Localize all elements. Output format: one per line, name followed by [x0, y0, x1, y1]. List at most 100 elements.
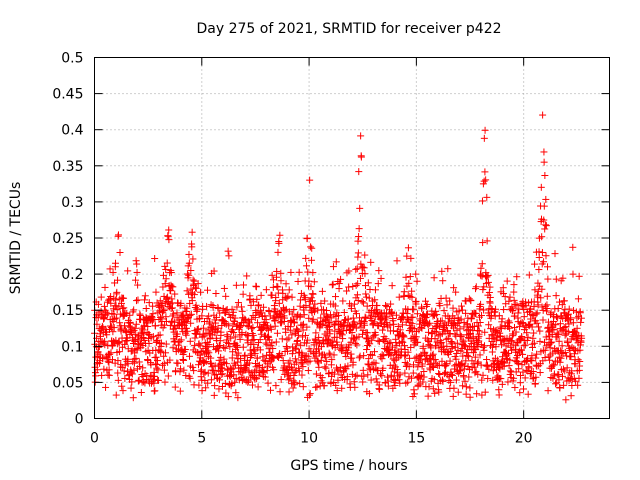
data-point: [183, 324, 191, 332]
data-point: [201, 368, 209, 376]
data-point: [306, 176, 314, 184]
data-point: [215, 356, 223, 364]
data-point: [347, 350, 355, 358]
data-point: [152, 288, 160, 296]
data-point: [97, 293, 105, 301]
data-point: [119, 387, 127, 395]
data-point: [342, 353, 350, 361]
data-point: [195, 357, 203, 365]
data-point: [256, 336, 264, 344]
data-point: [254, 339, 262, 347]
data-point: [176, 338, 184, 346]
data-point: [173, 330, 181, 338]
data-point: [121, 340, 129, 348]
data-points: [91, 111, 586, 404]
data-point: [172, 367, 180, 375]
data-point: [365, 294, 373, 302]
data-point: [304, 268, 312, 276]
data-point: [360, 352, 368, 360]
data-point: [262, 286, 270, 294]
data-point: [152, 353, 160, 361]
data-point: [128, 370, 136, 378]
data-point: [154, 309, 162, 317]
data-point: [141, 296, 149, 304]
data-point: [241, 315, 249, 323]
data-point: [317, 299, 325, 307]
data-point: [248, 381, 256, 389]
data-point: [219, 370, 227, 378]
data-point: [102, 383, 110, 391]
data-point: [296, 380, 304, 388]
data-point: [166, 356, 174, 364]
data-point: [332, 381, 340, 389]
data-point: [150, 379, 158, 387]
data-point: [120, 367, 128, 375]
data-point: [366, 340, 374, 348]
data-point: [176, 368, 184, 376]
data-point: [260, 368, 268, 376]
data-point: [370, 318, 378, 326]
data-point: [156, 313, 164, 321]
data-point: [344, 362, 352, 370]
data-point: [181, 346, 189, 354]
data-point: [389, 327, 397, 335]
data-point: [282, 343, 290, 351]
data-point: [315, 363, 323, 371]
data-point: [231, 317, 239, 325]
data-point: [222, 360, 230, 368]
data-point: [256, 346, 264, 354]
data-point: [323, 358, 331, 366]
data-point: [302, 254, 310, 262]
data-point: [108, 356, 116, 364]
data-point: [177, 346, 185, 354]
data-point: [360, 264, 368, 272]
data-point: [160, 307, 168, 315]
data-point: [294, 277, 302, 285]
data-point: [229, 308, 237, 316]
data-point: [350, 300, 358, 308]
data-point: [217, 371, 225, 379]
data-point: [227, 334, 235, 342]
data-point: [120, 294, 128, 302]
data-point: [322, 364, 330, 372]
data-point: [349, 314, 357, 322]
data-point: [285, 334, 293, 342]
data-point: [245, 377, 253, 385]
data-point: [217, 353, 225, 361]
data-point: [132, 276, 140, 284]
data-point: [215, 385, 223, 393]
data-point: [293, 336, 301, 344]
data-point: [94, 314, 102, 322]
data-point: [169, 310, 177, 318]
data-point: [291, 355, 299, 363]
data-point: [254, 362, 262, 370]
data-point: [140, 329, 148, 337]
data-point: [343, 269, 351, 277]
data-point: [101, 341, 109, 349]
data-point: [278, 335, 286, 343]
data-point: [289, 384, 297, 392]
data-point: [104, 357, 112, 365]
data-point: [266, 348, 274, 356]
data-point: [215, 347, 223, 355]
data-point: [101, 283, 109, 291]
data-point: [281, 370, 289, 378]
data-point: [168, 304, 176, 312]
grid: [94, 57, 610, 419]
data-point: [246, 346, 254, 354]
data-point: [224, 393, 232, 401]
data-point: [329, 337, 337, 345]
data-point: [353, 265, 361, 273]
data-point: [162, 313, 170, 321]
data-point: [307, 243, 315, 251]
data-point: [107, 293, 115, 301]
data-point: [307, 294, 315, 302]
data-point: [162, 349, 170, 357]
data-point: [359, 366, 367, 374]
data-point: [190, 367, 198, 375]
data-point: [123, 309, 131, 317]
data-point: [288, 310, 296, 318]
data-point: [289, 377, 297, 385]
data-point: [339, 297, 347, 305]
